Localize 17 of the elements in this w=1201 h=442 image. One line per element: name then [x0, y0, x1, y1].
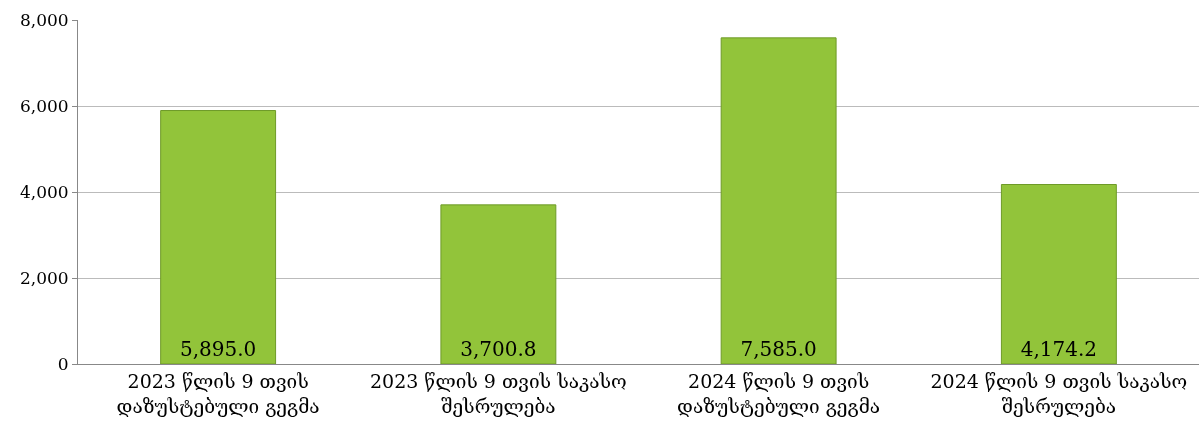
y-tick-label: 6,000 — [19, 95, 69, 116]
data-label: 4,174.2 — [1020, 337, 1098, 361]
bar — [720, 37, 837, 364]
y-tick-label: 4,000 — [19, 181, 69, 202]
x-tick-label: 2024 წლის 9 თვის საკასო შესრულება — [930, 369, 1188, 417]
bar — [1000, 184, 1117, 364]
y-tick-label: 2,000 — [19, 267, 69, 288]
data-label: 5,895.0 — [179, 337, 257, 361]
y-tick-label: 8,000 — [19, 9, 69, 30]
x-tick-label: 2023 წლის 9 თვის საკასო შესრულება — [369, 369, 627, 417]
x-tick-label: 2023 წლის 9 თვის დაზუსტებული გეგმა — [116, 369, 320, 417]
bar — [440, 204, 557, 364]
x-tick-label: 2024 წლის 9 თვის დაზუსტებული გეგმა — [677, 369, 881, 417]
y-tick-label: 0 — [57, 353, 69, 374]
data-label: 7,585.0 — [740, 337, 817, 361]
bar — [160, 110, 277, 364]
data-label: 3,700.8 — [460, 337, 537, 361]
